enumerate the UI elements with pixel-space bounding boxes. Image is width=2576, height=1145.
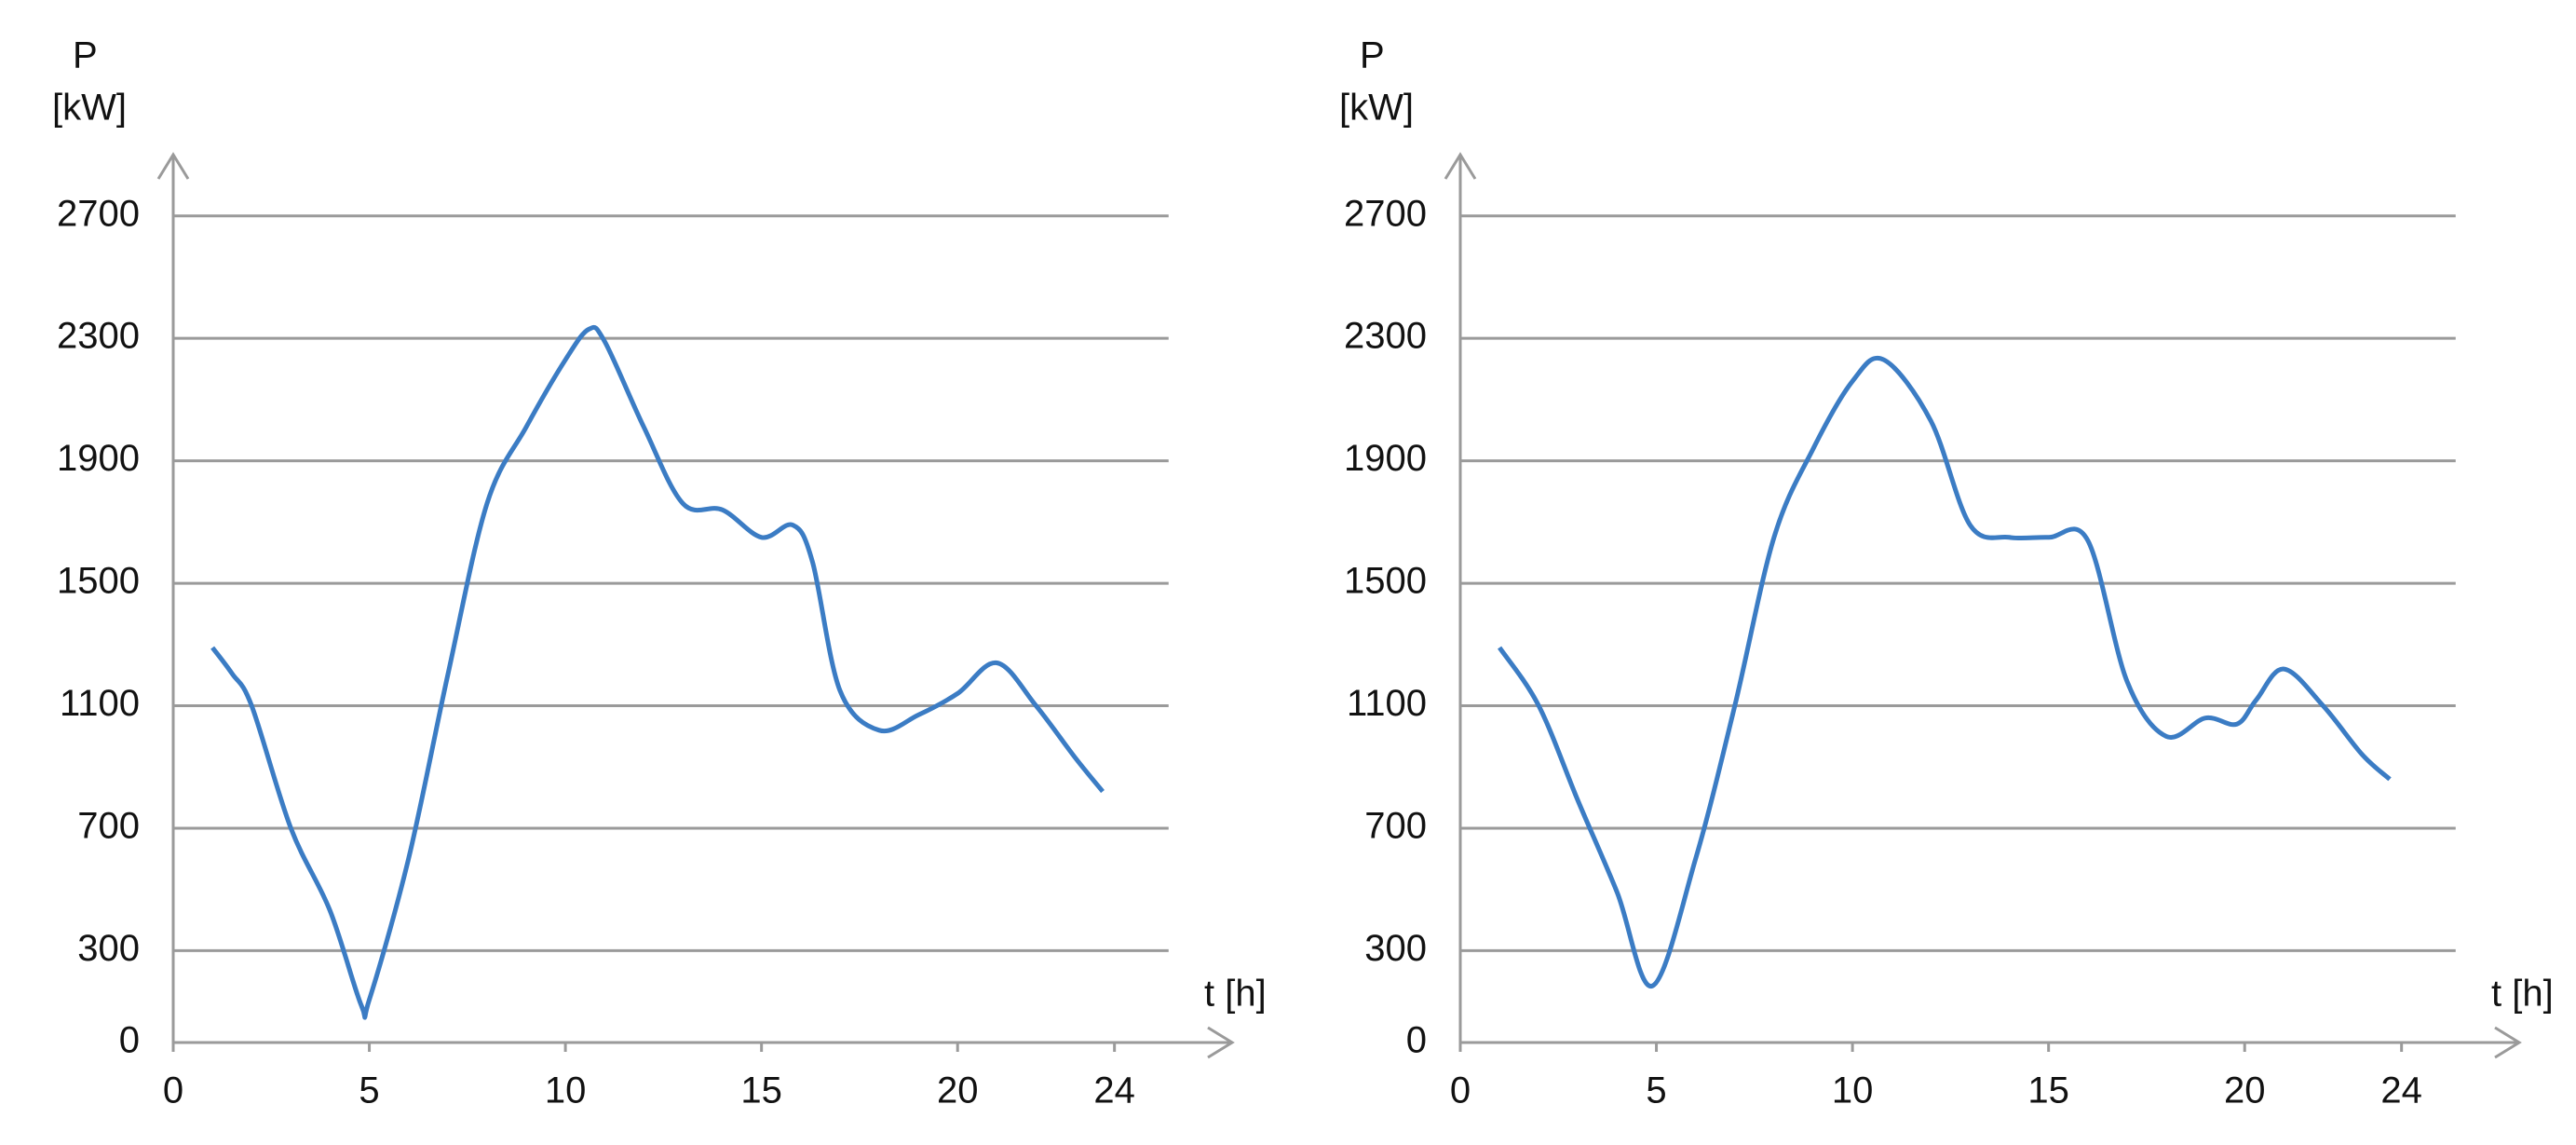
x-tick-label: 24 xyxy=(2380,1070,2422,1111)
y-axis-unit: [kW] xyxy=(52,88,127,129)
y-tick-label: 2700 xyxy=(57,193,140,234)
y-axis-label: P xyxy=(73,35,98,76)
x-tick-label: 0 xyxy=(163,1070,183,1111)
x-tick-label: 20 xyxy=(2224,1070,2266,1111)
y-axis-arrow xyxy=(156,152,190,180)
y-axis-unit: [kW] xyxy=(1339,88,1414,129)
x-tick-label: 15 xyxy=(740,1070,782,1111)
x-tick-label: 5 xyxy=(359,1070,379,1111)
y-tick-label: 300 xyxy=(1364,928,1427,969)
y-axis-label: P xyxy=(1360,35,1385,76)
y-tick-label: 2300 xyxy=(1344,316,1427,357)
y-axis-arrow xyxy=(1444,152,1477,180)
x-tick-label: 10 xyxy=(1832,1070,1874,1111)
y-tick-label: 2300 xyxy=(57,316,140,357)
x-tick-label: 10 xyxy=(545,1070,587,1111)
y-tick-label: 2700 xyxy=(1344,193,1427,234)
data-line xyxy=(1498,355,2392,988)
y-tick-label: 0 xyxy=(119,1020,140,1061)
x-axis-arrow xyxy=(2494,1026,2522,1059)
y-tick-label: 700 xyxy=(77,806,140,847)
data-line xyxy=(210,324,1105,1020)
y-tick-label: 1900 xyxy=(1344,438,1427,479)
x-axis-arrow xyxy=(1207,1026,1235,1059)
y-tick-label: 1900 xyxy=(57,438,140,479)
x-tick-label: 5 xyxy=(1646,1070,1666,1111)
x-axis-label: t [h] xyxy=(2491,974,2554,1015)
x-axis-label: t [h] xyxy=(1204,974,1267,1015)
y-tick-label: 1500 xyxy=(1344,561,1427,602)
y-tick-label: 1500 xyxy=(57,561,140,602)
x-tick-label: 20 xyxy=(937,1070,979,1111)
y-tick-label: 300 xyxy=(77,928,140,969)
y-tick-label: 1100 xyxy=(60,683,140,724)
x-tick-label: 15 xyxy=(2027,1070,2069,1111)
x-tick-label: 0 xyxy=(1450,1070,1471,1111)
y-tick-label: 0 xyxy=(1406,1020,1427,1061)
x-tick-label: 24 xyxy=(1093,1070,1135,1111)
y-tick-label: 700 xyxy=(1364,806,1427,847)
y-tick-label: 1100 xyxy=(1347,683,1427,724)
